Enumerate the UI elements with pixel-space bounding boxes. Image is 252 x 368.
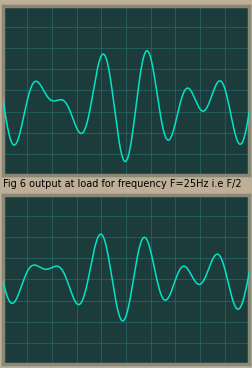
Text: Fig 6 output at load for frequency F=25Hz i.e F/2: Fig 6 output at load for frequency F=25H… xyxy=(3,179,241,189)
